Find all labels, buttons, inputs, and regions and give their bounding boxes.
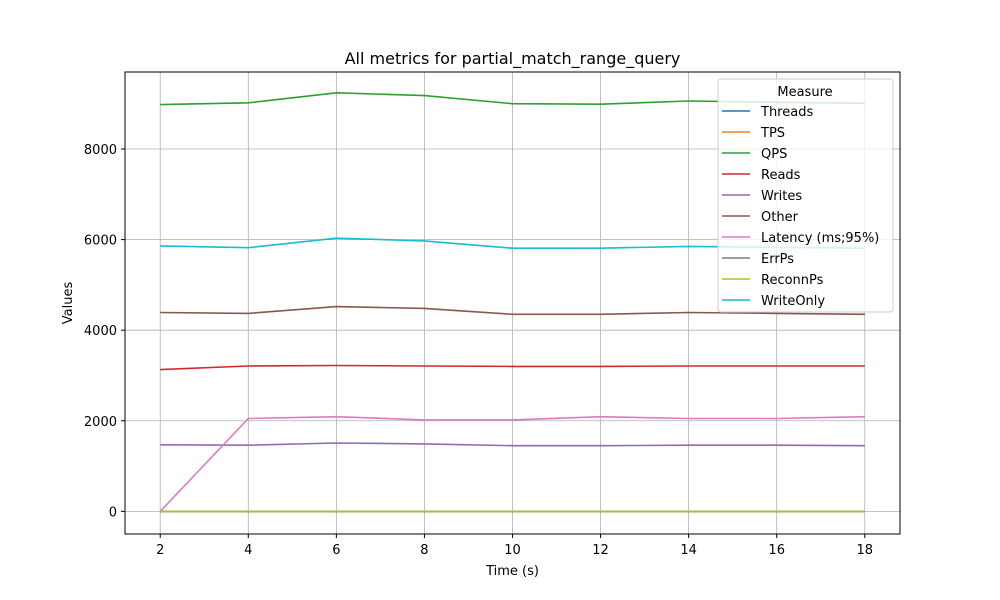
legend-title: Measure: [777, 85, 832, 100]
legend-label-latency-ms-95: Latency (ms;95%): [761, 231, 879, 246]
y-tick-label: 0: [109, 505, 117, 520]
series-line-reads: [160, 364, 865, 371]
series-line-latency-ms-95: [159, 415, 865, 512]
legend-label-other: Other: [761, 210, 799, 225]
series-line-writes: [160, 442, 865, 447]
legend-label-errps: ErrPs: [761, 252, 794, 267]
y-axis-label: Values: [61, 282, 76, 325]
x-axis: 2 4 6 8 10 12 14 16 18: [156, 534, 873, 558]
y-tick-label: 2000: [84, 415, 117, 430]
x-tick-label: 8: [420, 543, 428, 558]
y-axis: 0 2000 4000 6000 8000: [84, 143, 125, 520]
x-tick-label: 6: [332, 543, 340, 558]
legend-label-tps: TPS: [760, 126, 785, 141]
y-tick-label: 6000: [84, 234, 117, 249]
chart-title: All metrics for partial_match_range_quer…: [345, 49, 681, 69]
series-line-other: [160, 305, 865, 316]
x-tick-label: 18: [856, 543, 873, 558]
y-tick-label: 8000: [84, 143, 117, 158]
y-tick-label: 4000: [84, 324, 117, 339]
x-tick-label: 16: [768, 543, 785, 558]
legend-label-writeonly: WriteOnly: [761, 294, 825, 309]
legend: Measure Threads TPS QPS Reads Writes Other Lat…: [717, 78, 894, 313]
x-tick-label: 12: [592, 543, 609, 558]
plot-frame: [124, 71, 901, 535]
legend-box: [717, 78, 894, 313]
legend-label-threads: Threads: [760, 105, 813, 120]
x-tick-label: 10: [504, 543, 521, 558]
x-axis-label: Time (s): [485, 564, 539, 579]
x-tick-label: 4: [244, 543, 252, 558]
x-tick-label: 2: [156, 543, 164, 558]
legend-label-reconnps: ReconnPs: [761, 273, 824, 288]
legend-label-writes: Writes: [761, 189, 802, 204]
x-tick-label: 14: [680, 543, 697, 558]
legend-label-qps: QPS: [761, 147, 787, 162]
legend-items: Threads TPS QPS Reads Writes Other Latency (ms…: [722, 105, 879, 309]
legend-label-reads: Reads: [761, 168, 801, 183]
